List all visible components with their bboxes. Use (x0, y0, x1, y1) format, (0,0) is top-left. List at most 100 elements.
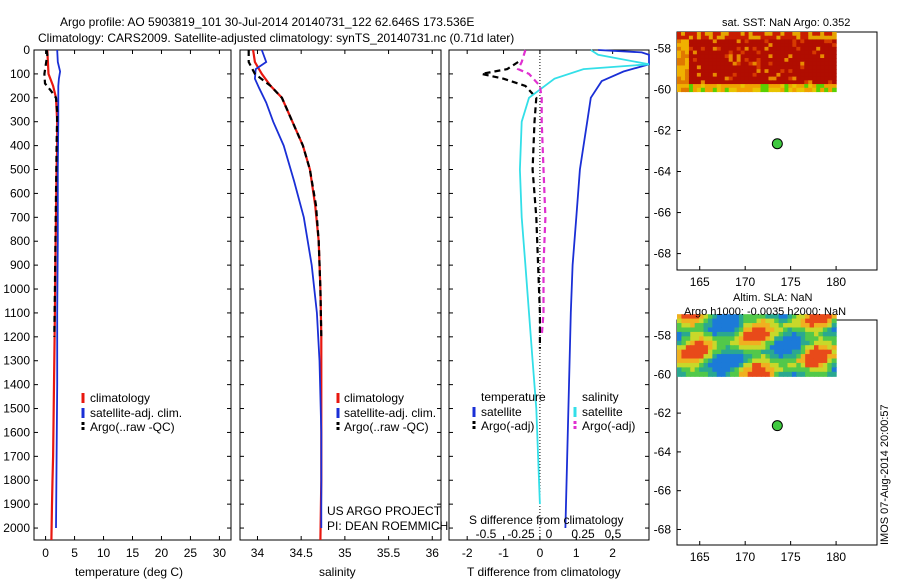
sla-cell (725, 362, 731, 368)
sst-cell (796, 43, 801, 48)
sla-cell (809, 340, 815, 346)
sla-cell (690, 362, 696, 368)
sst-cell (700, 58, 706, 63)
sst-cell (796, 39, 801, 44)
sst-cell (772, 39, 778, 44)
sla-cell (716, 362, 722, 368)
sst-cell (684, 65, 690, 70)
sla-cell (827, 318, 833, 324)
sst-cell (808, 58, 813, 63)
sst-cell (756, 87, 762, 93)
sla-cell (783, 323, 789, 329)
sst-cell (752, 65, 758, 70)
sla-cell (690, 331, 696, 337)
sst-cell (760, 72, 766, 78)
sst-cell (800, 35, 805, 41)
sst-cell (776, 61, 782, 67)
sst-cell (764, 80, 770, 85)
sst-cell (677, 80, 682, 85)
sst-cell (688, 46, 694, 52)
sst-cell (760, 61, 766, 67)
depth-tick-label: 1600 (3, 425, 30, 439)
sst-cell (716, 54, 722, 59)
sst-cell (708, 50, 714, 55)
sst-cell (748, 43, 754, 48)
sla-cell (743, 371, 749, 377)
depth-tick-label: 1900 (3, 497, 30, 511)
map-y-tick-label: -60 (654, 82, 672, 96)
sla-cell (756, 318, 762, 324)
sla-cell (796, 327, 802, 333)
side-timestamp-label: IMOS 07-Aug-2014 20:00:57 (879, 404, 891, 545)
sst-cell (700, 72, 706, 78)
sla-cell (707, 336, 713, 342)
sla-cell (796, 331, 802, 337)
sst-cell (788, 87, 793, 93)
sla-cell (677, 362, 683, 368)
sst-cell (744, 80, 750, 85)
sst-cell (828, 43, 833, 48)
figure-title-line2: Climatology: CARS2009. Satellite-adjuste… (38, 31, 514, 45)
sla-cell (752, 340, 758, 346)
sla-cell (712, 340, 718, 346)
sst-cell (684, 46, 690, 52)
sst-cell (824, 58, 829, 63)
x2-tick-label: -0.25 (507, 527, 535, 541)
x-tick-label: -2 (462, 546, 473, 560)
sst-cell (704, 35, 710, 41)
sla-cell (685, 358, 691, 364)
sla-cell (690, 349, 696, 355)
sla-cell (734, 340, 740, 346)
sla-cell (703, 336, 709, 342)
sst-cell (804, 84, 809, 89)
sst-cell (680, 72, 686, 78)
sst-cell (756, 65, 762, 70)
sla-cell (747, 340, 753, 346)
sst-cell (720, 43, 726, 48)
sla-cell (716, 367, 722, 373)
sst-cell (764, 84, 770, 89)
sst-cell (712, 46, 718, 52)
sst-cell (744, 61, 750, 67)
sst-cell (820, 76, 825, 81)
sst-cell (788, 43, 793, 48)
sla-cell (699, 336, 705, 342)
sla-cell (677, 345, 683, 351)
sst-cell (684, 54, 690, 59)
sla-cell (822, 336, 828, 342)
sst-cell (728, 65, 734, 70)
sst-cell (772, 80, 778, 85)
sla-cell (677, 331, 683, 337)
sst-cell (716, 35, 722, 41)
sst-cell (804, 35, 809, 41)
sla-cell (716, 358, 722, 364)
sst-cell (752, 39, 758, 44)
sla-cell (730, 340, 736, 346)
sla-cell (747, 327, 753, 333)
sst-cell (700, 39, 706, 44)
sst-cell (692, 50, 698, 55)
sla-cell (796, 345, 802, 351)
sst-cell (740, 87, 746, 93)
sla-cell (694, 318, 700, 324)
sst-cell (784, 46, 789, 52)
sst-cell (780, 46, 785, 52)
sla-cell (752, 371, 758, 377)
sst-cell (748, 87, 754, 93)
sst-cell (708, 58, 714, 63)
sst-cell (812, 87, 817, 93)
sla-cell (787, 349, 793, 355)
sla-cell (712, 314, 718, 320)
sst-cell (736, 46, 742, 52)
sst-cell (704, 46, 710, 52)
sla-cell (677, 318, 683, 324)
series-line-climatology (252, 49, 323, 541)
sla-cell (734, 349, 740, 355)
sla-cell (730, 327, 736, 333)
salinity-xlabel: salinity (319, 565, 356, 579)
sst-cell (708, 35, 714, 41)
sla-cell (813, 323, 820, 329)
sst-cell (776, 69, 782, 74)
sst-cell (784, 58, 789, 63)
sst-cell (828, 50, 833, 55)
